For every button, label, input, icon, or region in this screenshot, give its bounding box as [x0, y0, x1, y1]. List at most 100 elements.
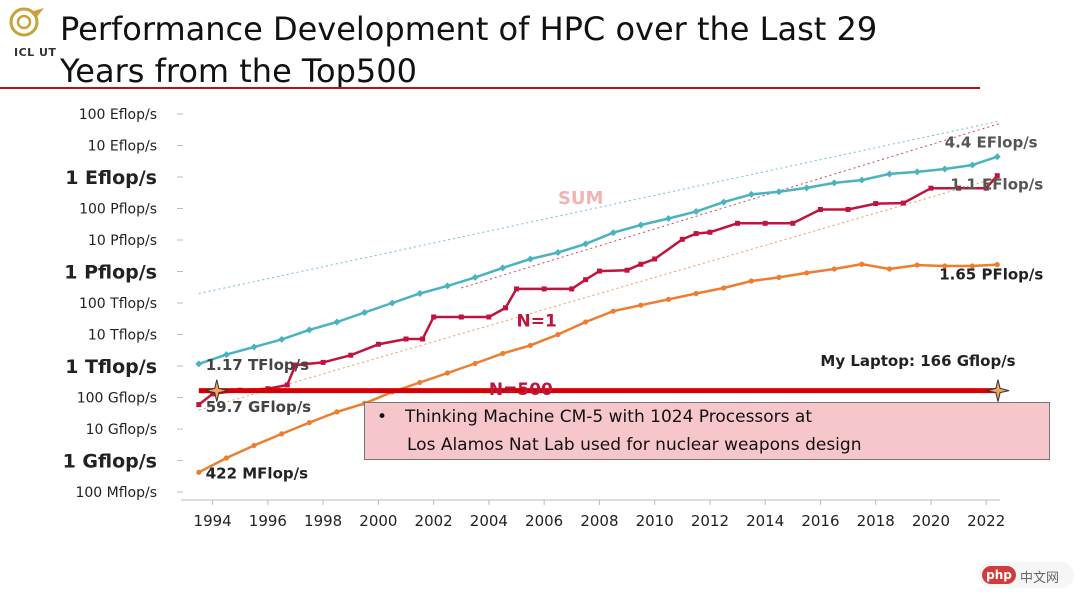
data-point: [804, 270, 810, 276]
data-point: [333, 318, 341, 326]
data-point: [776, 274, 782, 280]
data-point: [968, 161, 976, 169]
annotation-label: N=1: [517, 311, 557, 331]
annotation-label: 1.1 EFlop/s: [950, 176, 1043, 194]
data-point: [293, 362, 299, 368]
data-point: [471, 273, 479, 281]
annotation-label: 1.17 TFlop/s: [206, 356, 309, 374]
x-tick-label: 2004: [470, 512, 508, 530]
data-point: [942, 263, 948, 269]
data-point: [928, 185, 934, 191]
data-point: [499, 264, 507, 272]
data-point: [279, 431, 285, 437]
data-point: [858, 176, 866, 184]
data-point: [638, 302, 644, 308]
data-point: [334, 409, 340, 415]
x-tick-label: 2010: [636, 512, 674, 530]
star-marker: [205, 379, 228, 402]
data-point: [527, 342, 533, 349]
data-point: [582, 319, 589, 325]
icl-logo: ICL UT: [6, 6, 58, 64]
data-point: [305, 326, 313, 334]
data-point: [679, 236, 685, 242]
data-point: [873, 201, 879, 207]
y-tick-label: 1 Gflop/s: [63, 451, 157, 473]
data-point: [693, 231, 699, 237]
data-point: [900, 200, 906, 206]
data-point: [196, 402, 202, 408]
data-point: [514, 286, 520, 292]
data-point: [969, 263, 975, 269]
data-point: [596, 268, 602, 274]
x-tick-label: 2020: [912, 512, 950, 530]
y-tick-label: 10 Eflop/s: [88, 139, 157, 155]
data-point: [652, 256, 658, 262]
data-point: [472, 360, 478, 367]
data-point: [638, 261, 644, 267]
data-point: [817, 206, 823, 212]
data-point: [416, 290, 424, 298]
title-line-2: Years from the Top500: [60, 52, 417, 90]
annotations-layer: SUM N=1 N=500 4.4 EFlop/s 1.1 EFlop/s 1.65 PF…: [206, 134, 1044, 483]
data-point: [790, 220, 796, 226]
data-point: [721, 285, 727, 291]
data-point: [637, 221, 645, 229]
x-tick-label: 2018: [857, 512, 895, 530]
data-point: [222, 351, 230, 359]
y-tick-label: 100 Gflop/s: [77, 391, 157, 407]
x-tick-label: 2012: [691, 512, 729, 530]
axes-layer: 100 Mflop/s 1 Gflop/s 10 Gflop/s 100 Gflop/…: [63, 107, 1006, 530]
data-point: [403, 336, 409, 342]
trend-line: [461, 123, 1001, 289]
data-point: [735, 220, 741, 226]
data-point: [583, 277, 589, 283]
data-point: [210, 391, 216, 397]
data-point: [885, 170, 893, 178]
x-tick-label: 2014: [746, 512, 784, 530]
data-point: [541, 286, 547, 292]
icl-logo-icon: [9, 7, 44, 37]
data-point: [859, 261, 865, 267]
data-point: [993, 153, 1001, 161]
annotation-label: 1.65 PFlop/s: [939, 266, 1043, 284]
data-point: [692, 208, 700, 216]
series-line: [198, 155, 998, 366]
data-point: [502, 305, 508, 311]
data-point: [775, 188, 783, 196]
x-tick-label: 1998: [304, 512, 342, 530]
y-tick-label: 1 Pflop/s: [64, 262, 157, 284]
data-point: [983, 185, 989, 191]
data-point: [420, 336, 426, 342]
x-tick-label: 1996: [249, 512, 287, 530]
laptop-line-layer: [198, 379, 1010, 402]
x-tick-label: 2006: [525, 512, 563, 530]
annotation-label: 4.4 EFlop/s: [945, 134, 1038, 152]
data-point: [195, 360, 203, 368]
annotation-label: 422 MFlop/s: [206, 464, 308, 482]
data-point: [831, 266, 837, 272]
trend-line: [198, 120, 1001, 295]
data-point: [486, 314, 492, 320]
data-point: [994, 173, 1000, 179]
x-tick-label: 2008: [580, 512, 618, 530]
data-point: [223, 455, 230, 461]
y-tick-label: 1 Tflop/s: [65, 356, 157, 378]
data-point: [555, 331, 561, 338]
data-point: [526, 255, 534, 263]
data-point: [320, 359, 326, 365]
data-point: [609, 229, 617, 237]
data-point: [444, 370, 451, 376]
data-point: [941, 165, 949, 173]
data-point: [569, 286, 575, 292]
data-point: [886, 266, 893, 272]
data-point: [830, 179, 838, 187]
data-point: [196, 469, 202, 475]
data-point: [582, 240, 590, 248]
data-point: [956, 185, 962, 191]
logo-text: ICL UT: [14, 46, 57, 59]
data-point: [348, 352, 354, 358]
trend-lines-layer: [198, 120, 1001, 411]
data-point: [250, 343, 258, 351]
data-point: [361, 308, 369, 316]
y-tick-label: 10 Tflop/s: [88, 328, 157, 344]
